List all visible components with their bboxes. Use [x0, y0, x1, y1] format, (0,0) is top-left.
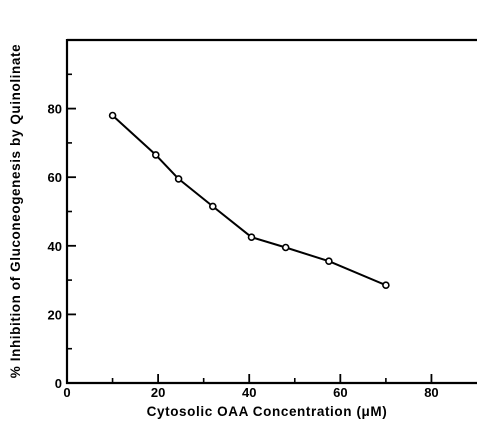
x-tick-label: 20 [151, 385, 165, 400]
data-point [209, 202, 217, 211]
y-tick-label: 0 [55, 376, 62, 391]
x-tick-label: 40 [242, 385, 256, 400]
data-point [247, 233, 256, 241]
series-line [111, 114, 387, 287]
plot-frame [65, 38, 477, 385]
y-tick-label: 60 [48, 170, 62, 185]
x-tick-label: 80 [424, 385, 438, 400]
data-point [325, 257, 333, 266]
x-tick-label: 60 [333, 385, 347, 400]
y-axis-title: % Inhibition of Gluconeogenesis by Quino… [8, 44, 23, 378]
data-point [174, 175, 183, 183]
series-layer [108, 111, 390, 290]
data-point [281, 243, 290, 252]
x-tick-label: 0 [63, 385, 70, 400]
axis-tick-labels: 0 20 40 60 80 0 20 40 60 80 [48, 102, 439, 400]
data-point [108, 111, 117, 120]
y-tick-label: 80 [48, 102, 62, 117]
data-point [152, 151, 160, 159]
x-axis-title: Cytosolic OAA Concentration (μM) [147, 404, 388, 419]
data-point [382, 281, 390, 290]
y-tick-label: 40 [48, 239, 62, 254]
y-tick-label: 20 [48, 307, 62, 322]
axis-ticks [66, 73, 433, 384]
